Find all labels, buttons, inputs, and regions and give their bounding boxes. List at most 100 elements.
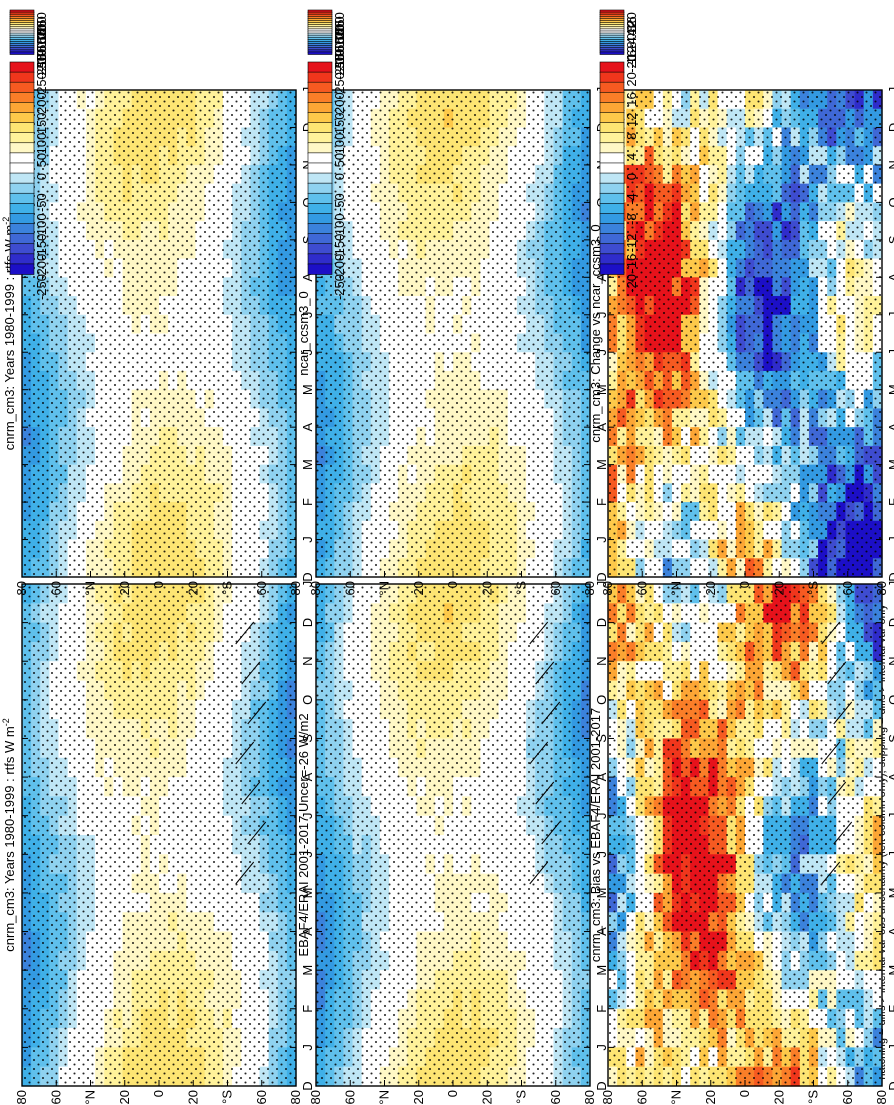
month-label: D: [300, 1081, 315, 1090]
lat-label: 80: [14, 581, 29, 595]
hatch-line: [235, 741, 255, 765]
hatch-line: [833, 701, 853, 725]
month-label: J: [300, 581, 315, 588]
panel-title: cnrm_cm3: Years 1980-1999 : rtfs W m-2: [1, 217, 17, 450]
panel-bot-left: DJFMAMJJASONDJ8060°N20020°S6080cnrm_cm3:…: [588, 581, 894, 1105]
lat-label: 80: [14, 1090, 29, 1104]
lat-label: 20: [117, 581, 132, 595]
lat-label: 0: [445, 1090, 460, 1097]
hatch-line: [821, 741, 841, 765]
lat-label: 80: [582, 1090, 597, 1104]
month-label: N: [300, 160, 315, 169]
month-label: O: [300, 197, 315, 207]
lat-label: 80: [288, 1090, 303, 1104]
month-label: A: [300, 422, 315, 431]
month-label: J: [594, 1044, 609, 1051]
lat-label: 20: [703, 1090, 718, 1104]
month-label: D: [886, 1081, 894, 1090]
lat-label: °N: [377, 1090, 392, 1105]
month-label: N: [594, 657, 609, 666]
hatch-line: [535, 781, 555, 805]
month-label: M: [300, 965, 315, 976]
lat-label: °N: [669, 1090, 684, 1105]
stippling-overlay: [22, 90, 296, 577]
month-label: J: [300, 536, 315, 543]
month-label: M: [300, 888, 315, 899]
month-label: N: [300, 657, 315, 666]
lat-label: °S: [514, 1090, 529, 1104]
month-label: M: [594, 384, 609, 395]
month-label: F: [594, 1005, 609, 1013]
month-label: J: [300, 812, 315, 819]
lat-label: 80: [308, 581, 323, 595]
month-label: A: [886, 927, 894, 936]
month-label: S: [300, 734, 315, 743]
lat-label: 20: [185, 1090, 200, 1104]
month-label: F: [594, 498, 609, 506]
panel-title: cnrm_cm3: Bias vs EBAF4/ERAI 2001-2017: [588, 708, 603, 962]
month-label: M: [300, 384, 315, 395]
month-label: N: [886, 657, 894, 666]
hatch-line: [541, 821, 561, 845]
month-label: J: [594, 851, 609, 858]
lat-label: 20: [411, 581, 426, 595]
month-label: J: [300, 349, 315, 356]
lat-label: °S: [806, 1090, 821, 1104]
month-label: A: [886, 772, 894, 781]
lat-label: 20: [479, 581, 494, 595]
stippling-overlay: [316, 90, 590, 577]
month-label: J: [300, 87, 315, 94]
hatch-line: [241, 781, 261, 805]
month-label: F: [300, 1005, 315, 1013]
month-label: J: [300, 851, 315, 858]
lat-label: 20: [117, 1090, 132, 1104]
month-label: S: [886, 734, 894, 743]
lat-label: 0: [151, 581, 166, 588]
month-label: O: [300, 695, 315, 705]
month-label: J: [886, 812, 894, 819]
panel-title: ncar_ccsm3_0: [296, 291, 311, 376]
lat-label: 0: [151, 1090, 166, 1097]
hatch-line: [241, 661, 261, 685]
lat-label: °N: [377, 581, 392, 596]
month-label: D: [300, 572, 315, 581]
hatch-line: [821, 861, 841, 885]
hatch-line: [529, 741, 549, 765]
hatch-line: [529, 861, 549, 885]
month-label: D: [300, 123, 315, 132]
lat-label: 60: [48, 581, 63, 595]
lat-label: °S: [220, 581, 235, 595]
hatch-line: [821, 621, 841, 645]
panel-mid-right: DJFMAMJJASONDJ8060°N20020°S6080ncar_ccsm…: [296, 87, 609, 596]
panel-title-superscript: -2: [1, 217, 11, 225]
month-label: J: [300, 1044, 315, 1051]
hatch-line: [235, 621, 255, 645]
month-label: D: [886, 618, 894, 627]
stippling-overlay: [22, 584, 296, 1086]
month-label: A: [594, 273, 609, 282]
lat-label: °N: [83, 581, 98, 596]
hatch-line: [827, 661, 847, 685]
month-label: D: [300, 618, 315, 627]
month-label: M: [594, 888, 609, 899]
month-label: J: [594, 581, 609, 588]
month-label: O: [886, 695, 894, 705]
panel-title: cnrm_cm3: Years 1980-1999 : rtfs W m-2: [1, 718, 17, 951]
hatching-overlay: [529, 621, 561, 885]
lat-label: 20: [771, 1090, 786, 1104]
lat-label: 60: [548, 1090, 563, 1104]
lat-label: 60: [342, 1090, 357, 1104]
lat-label: °S: [220, 1090, 235, 1104]
hatching-overlay: [821, 621, 853, 885]
month-label: D: [594, 618, 609, 627]
month-label: O: [594, 695, 609, 705]
lat-label: 80: [874, 1090, 889, 1104]
hatching-overlay: [235, 621, 267, 885]
lat-label: 60: [254, 1090, 269, 1104]
month-label: J: [886, 1044, 894, 1051]
lat-label: 20: [185, 581, 200, 595]
lat-label: 60: [548, 581, 563, 595]
lat-label: °S: [514, 581, 529, 595]
